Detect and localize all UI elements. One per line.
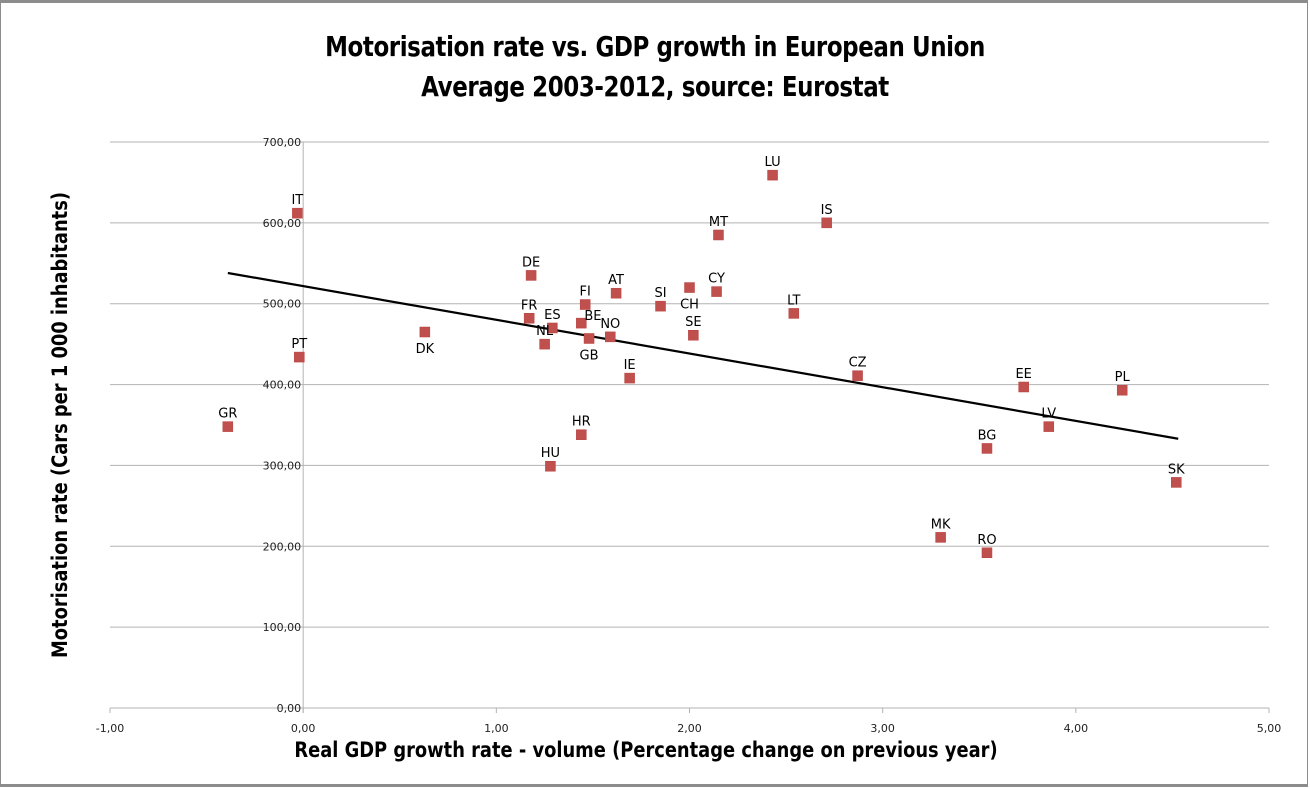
data-point-pt: [294, 351, 305, 363]
chart-title: Motorisation rate vs. GDP growth in Euro…: [325, 30, 985, 63]
data-label-si: SI: [654, 286, 666, 301]
trendline: [227, 271, 1179, 440]
x-tick-label: 1,00: [484, 722, 509, 735]
y-tick-label: 400,00: [263, 379, 302, 392]
data-point-mk: [935, 532, 946, 543]
data-label-pt: PT: [291, 337, 307, 352]
data-label-cy: CY: [708, 272, 725, 287]
data-label-ee: EE: [1015, 367, 1031, 382]
data-label-se: SE: [685, 315, 701, 330]
data-label-at: AT: [608, 273, 624, 288]
data-label-it: IT: [291, 193, 303, 208]
data-point-cz: [852, 370, 863, 381]
data-point-hu: [545, 460, 556, 472]
data-point-be: [576, 317, 587, 329]
data-label-hu: HU: [541, 446, 560, 461]
data-point-ch: [684, 282, 695, 293]
data-label-lt: LT: [787, 293, 800, 308]
data-point-de: [525, 270, 537, 281]
data-label-sk: SK: [1168, 462, 1185, 477]
data-point-no: [605, 331, 616, 343]
data-point-hr: [576, 429, 587, 440]
x-tick-label: 3,00: [870, 722, 895, 735]
data-point-lu: [767, 169, 778, 181]
x-tick-label: 4,00: [1064, 722, 1089, 735]
data-point-is: [821, 217, 832, 229]
data-point-ie: [624, 372, 635, 384]
data-point-pl: [1116, 384, 1128, 396]
x-tick-label: 2,00: [677, 722, 702, 735]
y-tick-label: 200,00: [263, 540, 302, 553]
data-label-gr: GR: [218, 407, 237, 422]
y-tick-label: 600,00: [263, 217, 302, 230]
data-point-bg: [981, 443, 993, 454]
data-point-mt: [713, 229, 724, 241]
y-tick-label: 0,00: [277, 702, 302, 715]
data-point-gb: [583, 333, 595, 344]
data-label-de: DE: [522, 255, 540, 270]
data-point-it: [292, 207, 303, 219]
data-label-lu: LU: [764, 155, 780, 170]
x-axis-title: Real GDP growth rate - volume (Percentag…: [294, 738, 998, 762]
data-point-cy: [711, 286, 722, 297]
data-point-es: [547, 322, 558, 334]
data-label-be: BE: [584, 309, 601, 324]
data-label-lv: LV: [1041, 407, 1056, 422]
data-point-nl: [539, 338, 550, 350]
trendline-group: [227, 271, 1179, 440]
data-point-fr: [523, 313, 535, 324]
y-tick-label: 500,00: [263, 298, 302, 311]
data-label-ro: RO: [977, 533, 996, 548]
data-label-mt: MT: [709, 215, 728, 230]
data-label-bg: BG: [978, 428, 997, 443]
data-label-no: NO: [600, 317, 620, 332]
data-point-sk: [1171, 477, 1182, 488]
x-tick-label: 0,00: [291, 722, 316, 735]
data-label-nl: NL: [536, 324, 554, 339]
data-label-hr: HR: [572, 415, 591, 430]
data-point-lv: [1043, 421, 1055, 432]
data-label-ie: IE: [624, 358, 636, 373]
data-point-fi: [579, 299, 591, 310]
tick-labels: 0,00 100,00 200,00 300,00 400,00 500,00 600,00…: [96, 136, 1281, 735]
data-label-fr: FR: [521, 298, 538, 313]
data-label-is: IS: [821, 203, 833, 218]
y-tick-label: 100,00: [263, 621, 302, 634]
y-tick-label: 300,00: [263, 459, 302, 472]
data-label-es: ES: [544, 308, 560, 323]
data-point-si: [655, 300, 666, 312]
chart-subtitle: Average 2003-2012, source: Eurostat: [421, 70, 889, 103]
y-tick-label: 700,00: [263, 136, 302, 149]
data-point-se: [688, 329, 699, 341]
x-tick-label: -1,00: [96, 722, 124, 735]
data-point-lt: [788, 308, 800, 319]
data-label-gb: GB: [580, 348, 599, 363]
data-point-ee: [1018, 381, 1029, 393]
data-point-ro: [981, 547, 993, 559]
data-point-gr: [222, 421, 234, 432]
data-label-fi: FI: [580, 285, 591, 300]
data-label-cz: CZ: [849, 356, 867, 371]
data-label-dk: DK: [416, 342, 435, 357]
data-point-at: [610, 287, 622, 299]
x-tick-label: 5,00: [1257, 722, 1282, 735]
data-label-pl: PL: [1115, 370, 1131, 385]
axes: [109, 142, 1270, 713]
data-label-mk: MK: [931, 517, 951, 532]
y-axis-title: Motorisation rate (Cars per 1 000 inhabi…: [48, 192, 72, 658]
data-label-ch: CH: [680, 298, 699, 313]
data-point-dk: [419, 326, 431, 338]
